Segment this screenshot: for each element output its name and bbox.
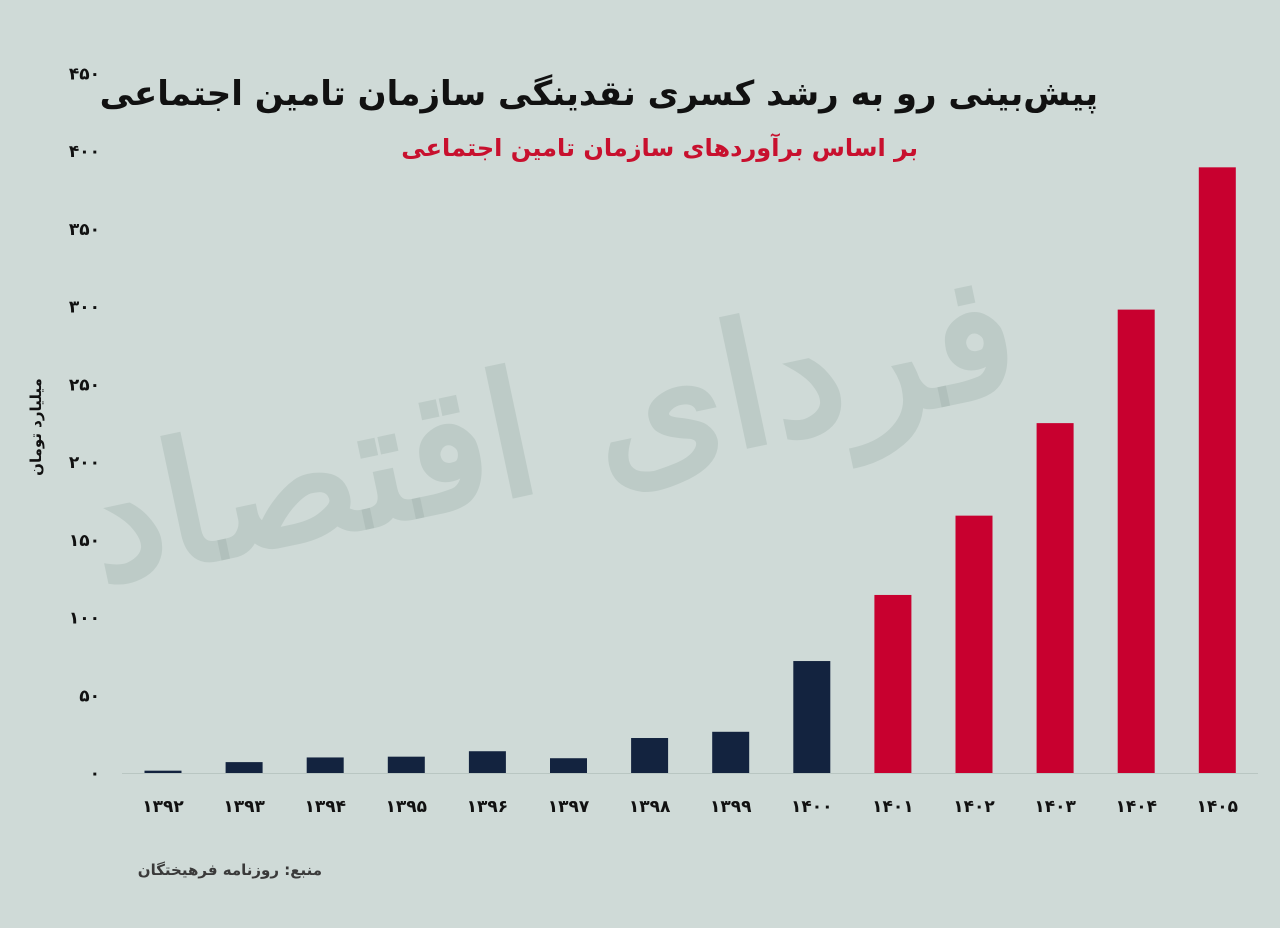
y-tick-label: ۳۰۰	[69, 298, 100, 318]
bar	[1036, 423, 1074, 773]
x-tick-label: ۱۴۰۲	[953, 797, 995, 817]
x-tick-label: ۱۴۰۰	[791, 797, 833, 817]
source-note: منبع: روزنامه فرهیختگان	[137, 861, 322, 879]
x-tick-label: ۱۳۹۸	[629, 797, 671, 817]
bar	[631, 738, 669, 773]
x-tick-label: ۱۴۰۵	[1197, 797, 1239, 817]
bar	[387, 756, 425, 773]
y-tick-label: ۵۰	[79, 686, 100, 706]
y-tick-label: ۲۵۰	[69, 375, 100, 395]
bar	[468, 751, 506, 773]
x-tick-label: ۱۳۹۵	[386, 797, 428, 817]
y-tick-label: ۱۰۰	[69, 609, 100, 629]
y-tick-label: ۲۰۰	[69, 453, 100, 473]
bar	[874, 594, 912, 773]
bar	[1198, 167, 1236, 773]
bar	[550, 758, 587, 773]
y-tick-label: ۱۵۰	[69, 531, 100, 551]
y-tick-label: ۴۵۰	[69, 64, 100, 84]
chart-title: پیش‌بینی رو به رشد کسری نقدینگی سازمان ت…	[99, 74, 1098, 114]
x-tick-label: ۱۴۰۴	[1115, 797, 1157, 817]
x-tick-label: ۱۳۹۴	[304, 797, 346, 817]
y-tick-label: ۳۵۰	[69, 220, 100, 240]
x-tick-label: ۱۳۹۶	[467, 797, 509, 817]
bar	[1117, 309, 1155, 773]
bar	[793, 661, 831, 773]
chart-subtitle: بر اساس برآوردهای سازمان تامین اجتماعی	[401, 134, 918, 162]
y-tick-label: ۴۰۰	[69, 142, 100, 162]
bar	[955, 515, 993, 773]
bar	[712, 731, 750, 773]
y-tick-label: ۰	[90, 764, 100, 784]
x-tick-label: ۱۴۰۳	[1034, 797, 1076, 817]
x-tick-label: ۱۳۹۷	[548, 797, 590, 817]
x-tick-label: ۱۳۹۳	[223, 797, 265, 817]
bar	[306, 757, 344, 773]
x-tick-label: ۱۴۰۱	[872, 797, 914, 817]
bar	[225, 762, 263, 773]
x-tick-label: ۱۳۹۲	[142, 797, 184, 817]
bar	[144, 770, 182, 773]
x-tick-label: ۱۳۹۹	[710, 797, 752, 817]
